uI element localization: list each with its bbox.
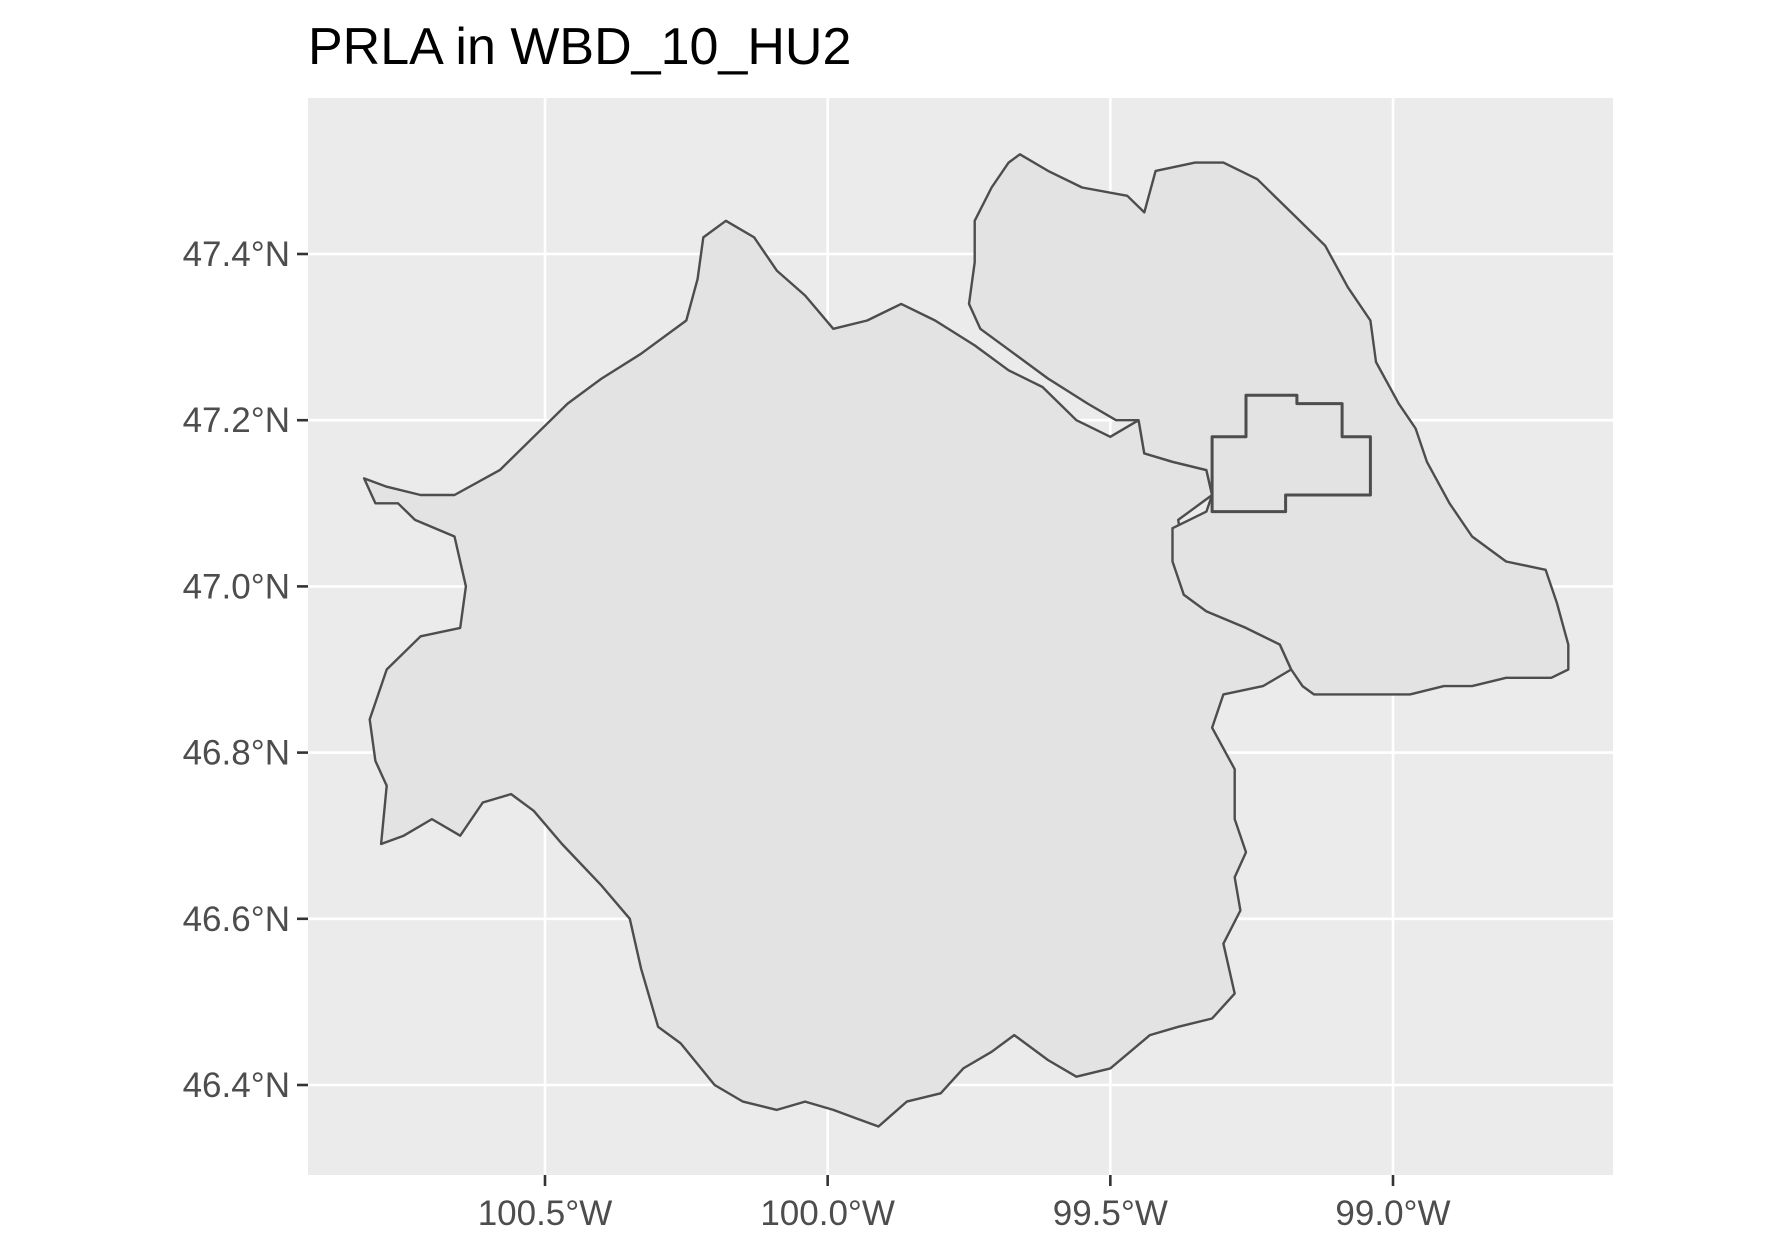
lon-tick-label: 99.0°W xyxy=(1335,1194,1450,1233)
lat-tick-label: 47.0°N xyxy=(183,567,290,606)
lat-tick-label: 46.4°N xyxy=(183,1066,290,1105)
lon-tick-label: 100.5°W xyxy=(478,1194,613,1233)
lat-tick-label: 47.2°N xyxy=(183,401,290,440)
longitude-ticks xyxy=(543,1175,1395,1186)
lat-tick-label: 46.6°N xyxy=(183,900,290,939)
watershed-southwest-polygon xyxy=(362,219,1293,1128)
longitude-tick-labels: 100.5°W 100.0°W 99.5°W 99.0°W xyxy=(478,1194,1451,1233)
lon-tick-label: 100.0°W xyxy=(760,1194,895,1233)
latitude-tick-labels: 46.4°N 46.6°N 46.8°N 47.0°N 47.2°N 47.4°N xyxy=(183,235,290,1105)
latitude-ticks xyxy=(297,252,308,1087)
lat-tick-label: 47.4°N xyxy=(183,235,290,274)
map-title: PRLA in WBD_10_HU2 xyxy=(308,18,851,76)
map-features xyxy=(362,153,1570,1128)
lat-tick-label: 46.8°N xyxy=(183,734,290,773)
lon-tick-label: 99.5°W xyxy=(1053,1194,1168,1233)
prla-boundary-polygon xyxy=(1210,393,1372,514)
watershed-northeast-polygon xyxy=(967,153,1570,696)
